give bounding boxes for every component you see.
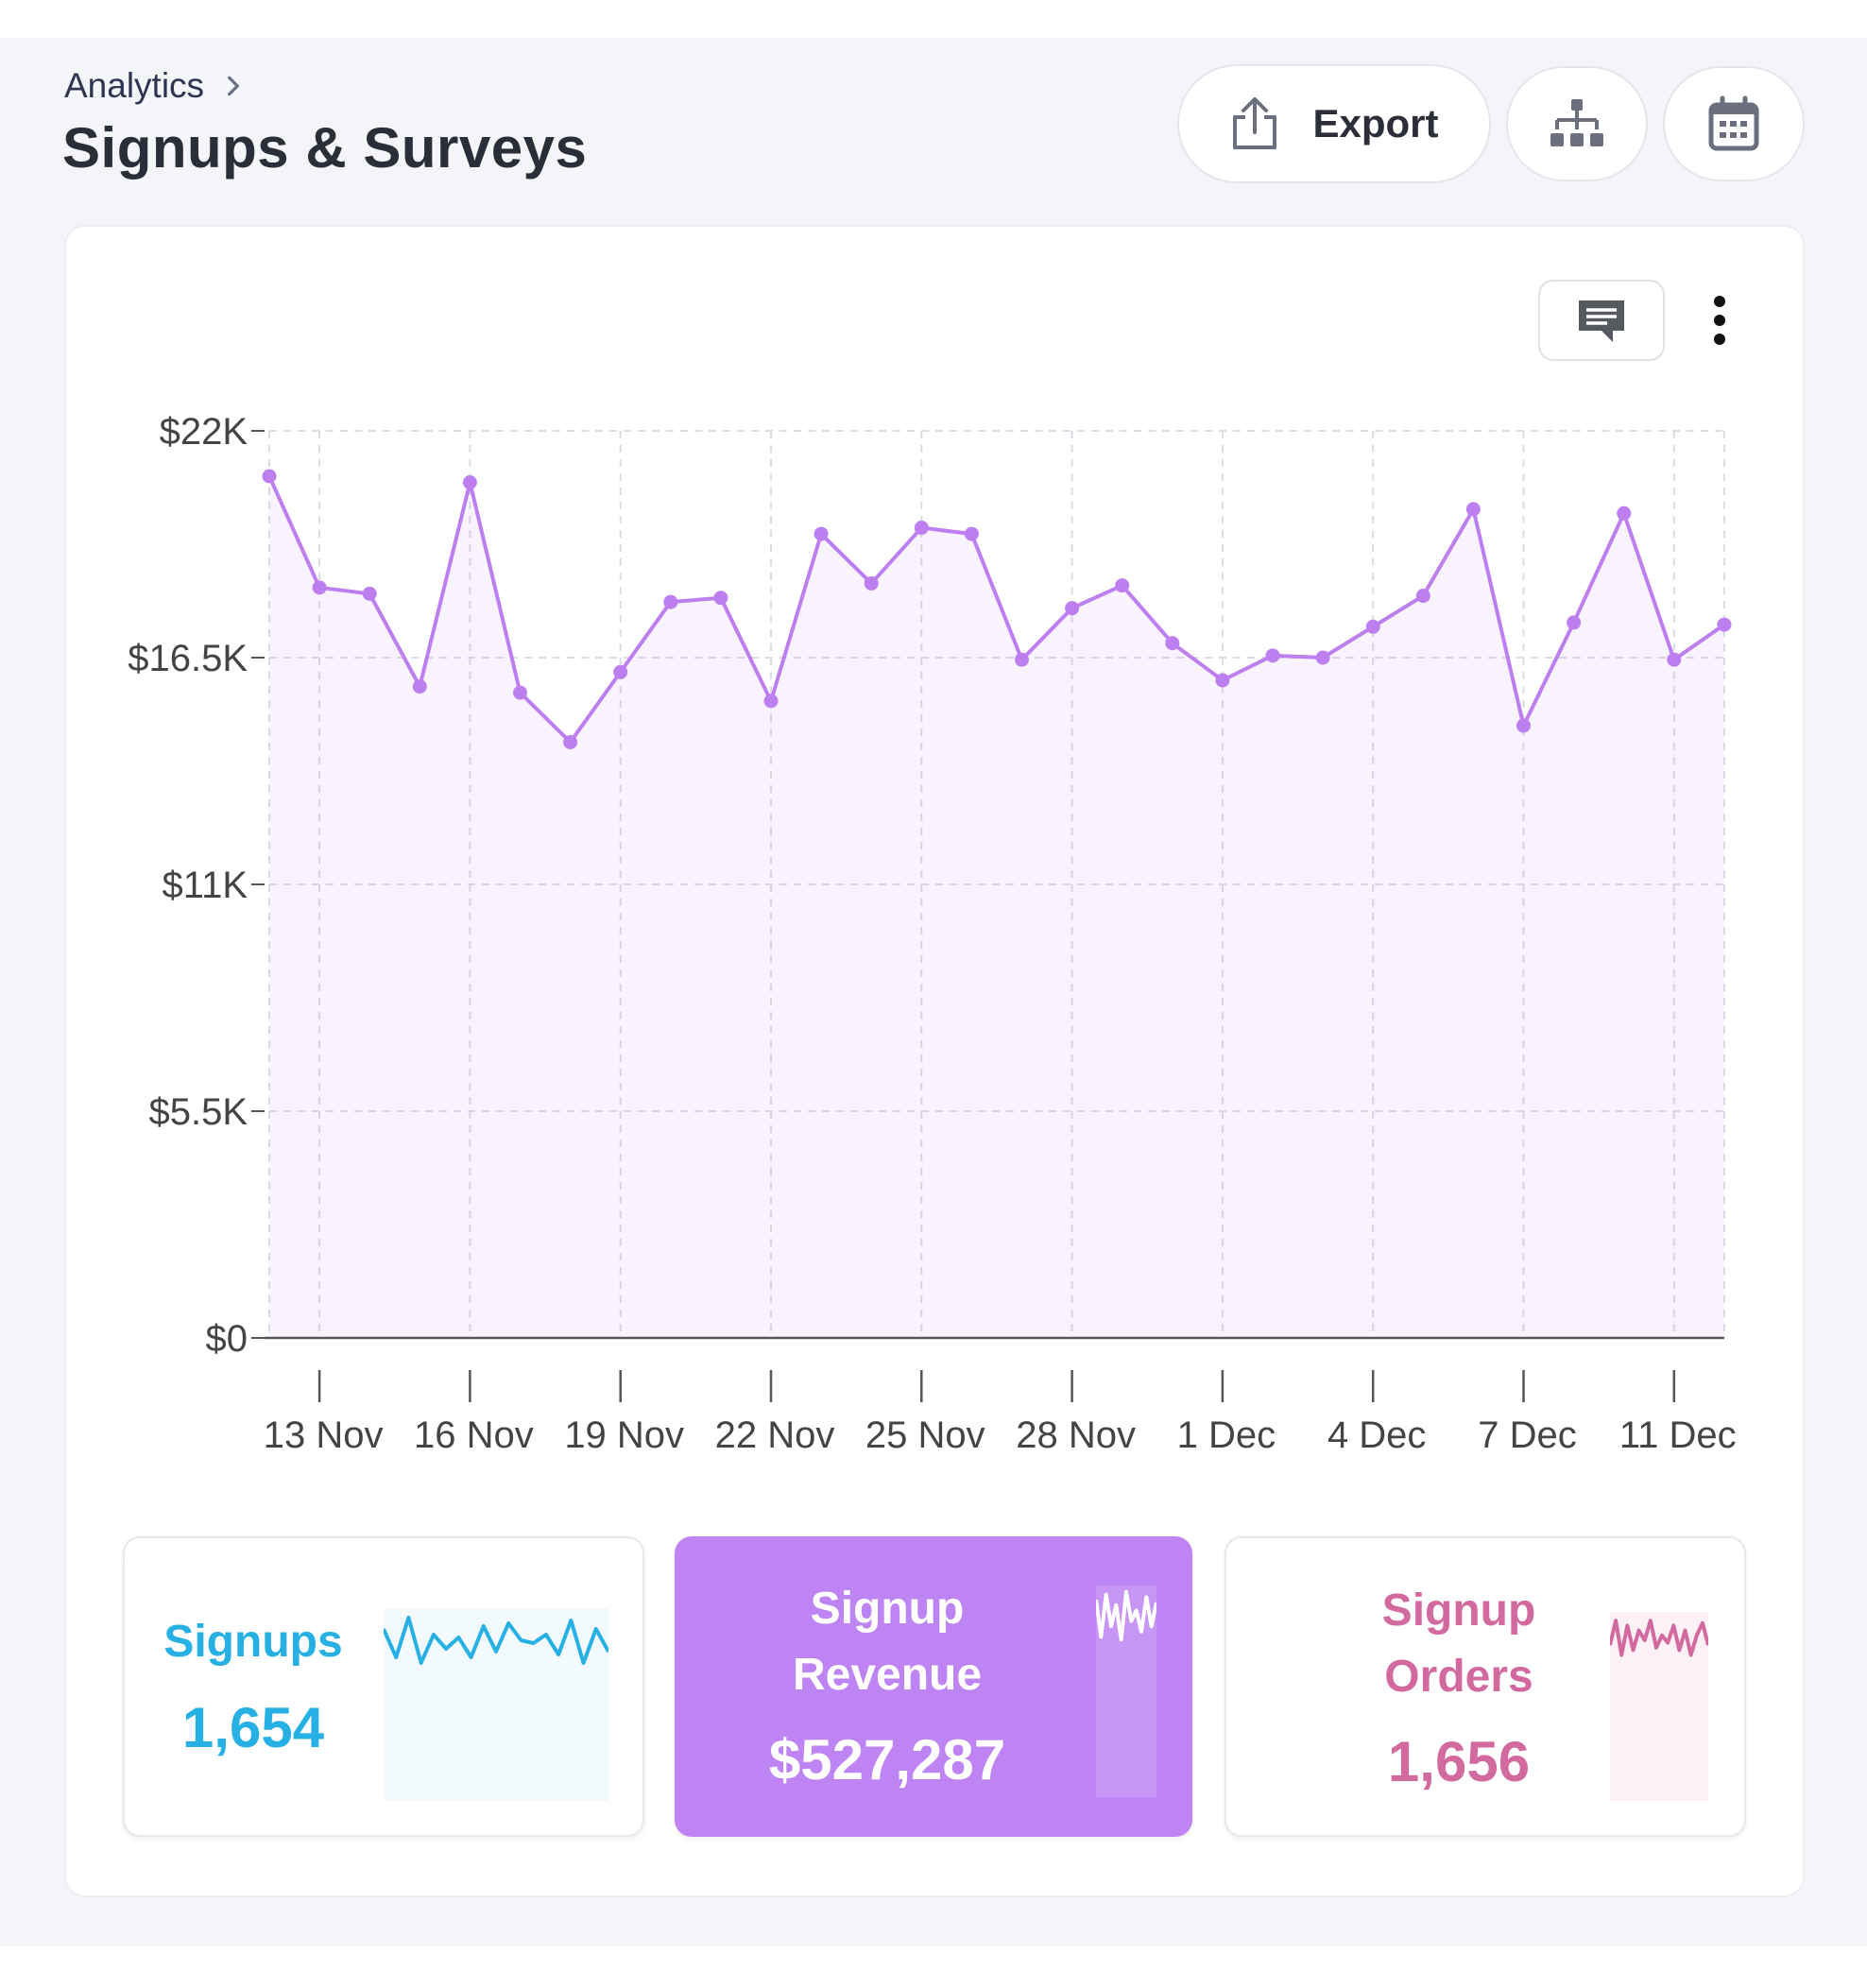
- export-button[interactable]: Export: [1177, 64, 1491, 183]
- data-point: [1115, 578, 1130, 593]
- area-fill: [269, 476, 1724, 1338]
- data-point: [1567, 615, 1582, 630]
- chevron-right-icon: [228, 76, 240, 96]
- data-point: [964, 526, 979, 541]
- x-axis-tick-label: 13 Nov: [264, 1414, 384, 1456]
- hierarchy-button[interactable]: [1506, 66, 1648, 181]
- signups-label: Signups: [163, 1617, 343, 1667]
- data-point: [1365, 619, 1380, 634]
- data-point: [1667, 652, 1682, 667]
- signups-tile[interactable]: Signups 1,654: [123, 1536, 644, 1837]
- signup-revenue-tile[interactable]: Signup Revenue $527,287: [675, 1536, 1192, 1837]
- signup-orders-label: Signup Orders: [1381, 1585, 1536, 1702]
- series-line: [267, 475, 1726, 745]
- x-axis-tick-label: 4 Dec: [1327, 1414, 1427, 1456]
- export-label: Export: [1312, 101, 1439, 146]
- share-upload-icon: [1233, 97, 1277, 149]
- y-axis-tick-label: $11K: [163, 865, 248, 906]
- x-axis-tick-label: 16 Nov: [414, 1414, 534, 1456]
- x-axis-tick-label: 1 Dec: [1177, 1414, 1276, 1456]
- data-point: [362, 586, 377, 601]
- sparkline-background: [384, 1608, 608, 1801]
- data-point: [663, 594, 678, 609]
- signups-value: 1,654: [181, 1696, 325, 1759]
- signup-orders-sparkline: [1610, 1612, 1708, 1801]
- data-point: [1415, 589, 1430, 604]
- calendar-icon: [1708, 95, 1759, 151]
- data-point: [1165, 636, 1180, 651]
- x-axis-tick-label: 19 Nov: [564, 1414, 684, 1456]
- data-point: [1617, 506, 1632, 521]
- chart-card: $22K $16.5K $11K $5.5K $0 13 Nov 16 Nov 19 Nov 2…: [64, 225, 1805, 1897]
- y-axis-tick-label: $0: [206, 1318, 248, 1360]
- signup-orders-tile[interactable]: Signup Orders 1,656: [1225, 1536, 1746, 1837]
- hierarchy-icon: [1550, 99, 1603, 146]
- data-point: [864, 575, 879, 591]
- data-point: [312, 580, 327, 595]
- y-axis-tick-label: $22K: [160, 411, 248, 453]
- sparkline-line: [384, 1616, 608, 1665]
- data-point: [513, 685, 527, 700]
- data-point: [1065, 601, 1080, 616]
- y-axis-tick-label: $16.5K: [128, 638, 248, 679]
- comment-button[interactable]: [1538, 280, 1665, 361]
- x-axis-tick-label: 11 Dec: [1619, 1414, 1737, 1456]
- x-axis-tick-label: 7 Dec: [1478, 1414, 1577, 1456]
- data-point: [613, 664, 628, 679]
- x-axis-tick-label: 22 Nov: [715, 1414, 835, 1456]
- signup-orders-value: 1,656: [1387, 1730, 1531, 1793]
- signups-sparkline: [384, 1608, 608, 1801]
- data-point: [1015, 652, 1029, 667]
- data-point: [914, 521, 929, 536]
- calendar-button[interactable]: [1663, 66, 1805, 181]
- page-title: Signups & Surveys: [62, 116, 588, 180]
- sparkline-background: [1096, 1585, 1156, 1797]
- data-point: [1516, 718, 1531, 733]
- data-point: [262, 469, 277, 484]
- data-point: [412, 679, 427, 694]
- signup-revenue-sparkline: [1096, 1585, 1156, 1797]
- more-vertical-icon: [1714, 296, 1725, 345]
- sparkline-line: [1096, 1589, 1156, 1642]
- data-point: [1465, 502, 1481, 517]
- data-point: [814, 526, 829, 541]
- y-axis-tick-label: $5.5K: [148, 1091, 248, 1133]
- more-options-button[interactable]: [1691, 280, 1748, 361]
- signup-revenue-value: $527,287: [768, 1728, 1006, 1791]
- data-point: [1215, 673, 1230, 688]
- data-point: [1315, 650, 1330, 665]
- data-point: [713, 591, 728, 606]
- revenue-area-chart: $22K $16.5K $11K $5.5K $0 13 Nov 16 Nov 19 Nov 2…: [128, 411, 1737, 1456]
- data-point: [462, 475, 477, 490]
- data-point: [763, 694, 779, 709]
- page-background: Analytics Signups & Surveys Export: [0, 38, 1867, 1946]
- signup-revenue-label: Signup Revenue: [792, 1584, 983, 1700]
- data-point: [1717, 617, 1732, 632]
- breadcrumb: Analytics: [64, 66, 246, 106]
- x-axis-tick-label: 25 Nov: [865, 1414, 985, 1456]
- data-point: [1265, 648, 1280, 663]
- sparkline-line: [1610, 1619, 1708, 1657]
- data-point: [563, 734, 578, 749]
- x-axis-tick-label: 28 Nov: [1016, 1414, 1136, 1456]
- comment-icon: [1579, 300, 1624, 342]
- breadcrumb-analytics-link[interactable]: Analytics: [64, 66, 205, 105]
